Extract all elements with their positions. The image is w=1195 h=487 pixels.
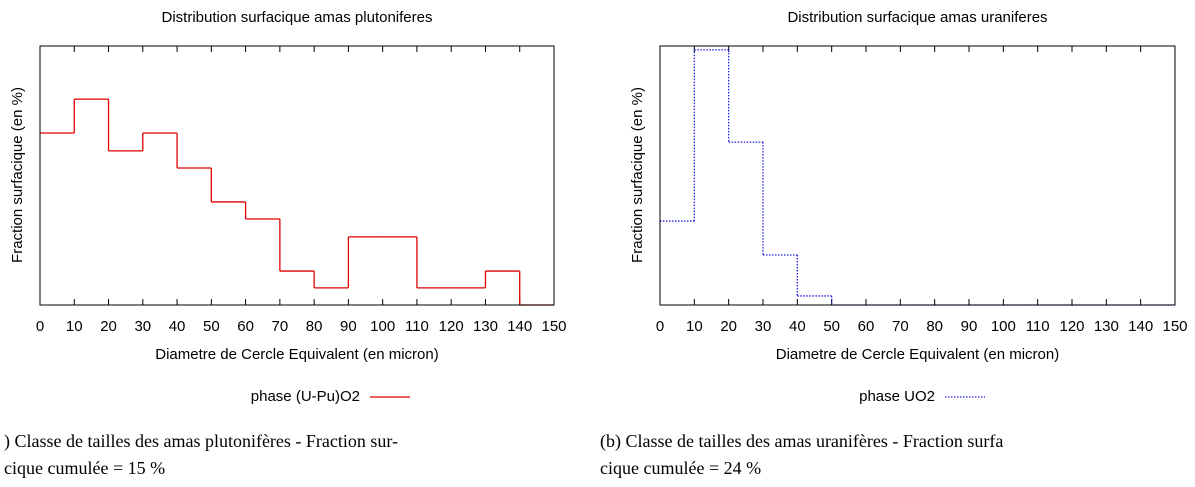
x-tick-label: 120 [439, 318, 464, 335]
y-axis-label: Fraction surfacique (en %) [629, 87, 646, 263]
legend-label: phase UO2 [859, 388, 935, 405]
x-tick-label: 20 [720, 318, 737, 335]
chart-title: Distribution surfacique amas plutonifere… [162, 9, 433, 26]
x-tick-label: 100 [370, 318, 395, 335]
x-tick-label: 150 [541, 318, 566, 335]
x-tick-label: 130 [1094, 318, 1119, 335]
x-tick-label: 40 [789, 318, 806, 335]
caption: (b) Classe de tailles des amas uranifère… [600, 431, 1003, 452]
x-tick-label: 90 [340, 318, 357, 335]
plot-frame [39, 45, 555, 306]
x-tick-label: 10 [66, 318, 83, 335]
x-tick-label: 40 [169, 318, 186, 335]
x-tick-label: 80 [306, 318, 323, 335]
x-tick-label: 140 [507, 318, 532, 335]
x-tick-label: 110 [405, 318, 429, 335]
x-tick-label: 90 [961, 318, 978, 335]
legend-label: phase (U-Pu)O2 [251, 388, 360, 405]
x-tick-label: 70 [892, 318, 909, 335]
x-axis-label: Diametre de Cercle Equivalent (en micron… [776, 346, 1059, 363]
x-tick-label: 60 [237, 318, 254, 335]
x-tick-label: 0 [656, 318, 664, 335]
x-tick-label: 30 [134, 318, 151, 335]
x-tick-label: 0 [36, 318, 44, 335]
x-tick-label: 150 [1162, 318, 1187, 335]
x-tick-label: 140 [1128, 318, 1153, 335]
caption: cique cumulée = 24 % [600, 458, 761, 478]
x-tick-label: 50 [203, 318, 220, 335]
x-tick-label: 30 [755, 318, 772, 335]
x-tick-label: 120 [1059, 318, 1084, 335]
x-axis-label: Diametre de Cercle Equivalent (en micron… [155, 346, 438, 363]
caption: ) Classe de tailles des amas plutonifère… [4, 431, 398, 452]
x-tick-label: 10 [686, 318, 703, 335]
x-tick-label: 70 [272, 318, 289, 335]
x-tick-label: 80 [926, 318, 943, 335]
x-tick-label: 130 [473, 318, 498, 335]
y-axis-label: Fraction surfacique (en %) [9, 87, 26, 263]
x-tick-label: 60 [858, 318, 875, 335]
x-tick-label: 100 [991, 318, 1016, 335]
chart-title: Distribution surfacique amas uraniferes [787, 9, 1047, 26]
x-tick-label: 20 [100, 318, 117, 335]
caption: cique cumulée = 15 % [4, 458, 165, 478]
x-tick-label: 50 [823, 318, 840, 335]
x-tick-label: 110 [1026, 318, 1050, 335]
plot-frame [659, 45, 1176, 306]
